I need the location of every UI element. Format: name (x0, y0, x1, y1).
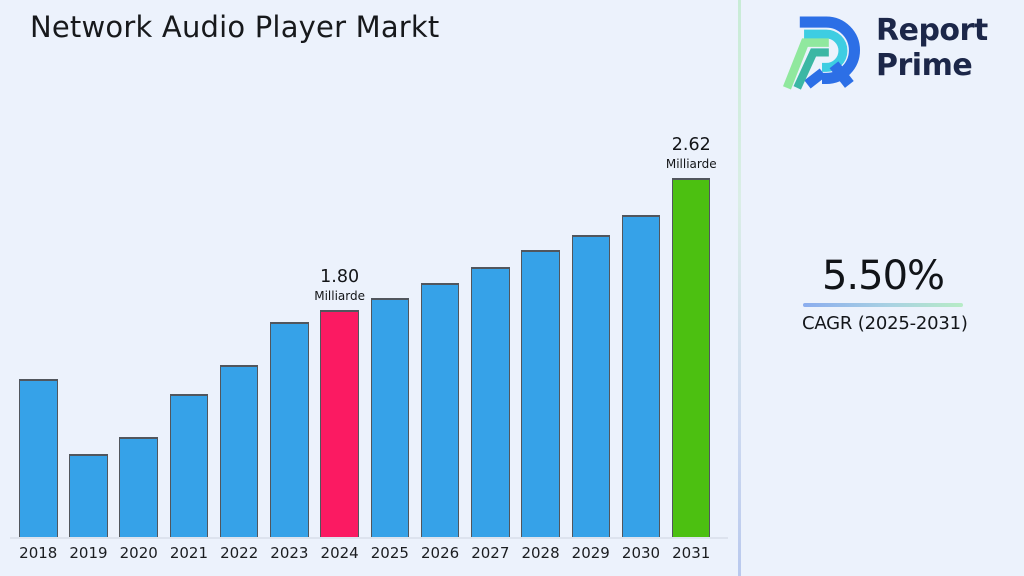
brand-logo: Report Prime (778, 11, 988, 93)
cagr-block: 5.50% CAGR (2025-2031) (802, 252, 968, 334)
x-tick-2027: 2027 (471, 544, 510, 562)
x-tick-2018: 2018 (19, 544, 58, 562)
cagr-label: CAGR (2025-2031) (802, 313, 968, 334)
chart-baseline (10, 536, 728, 539)
x-tick-2030: 2030 (621, 544, 661, 562)
x-tick-2022: 2022 (220, 544, 259, 562)
x-tick-2019: 2019 (69, 544, 108, 562)
x-tick-2021: 2021 (169, 544, 209, 562)
bar-2025 (370, 298, 410, 537)
bar-2021 (169, 394, 209, 537)
bar-2020 (119, 437, 158, 537)
x-tick-2025: 2025 (370, 544, 409, 562)
x-tick-2031: 2031 (672, 544, 711, 562)
page-title: Network Audio Player Markt (30, 10, 440, 44)
bar-2026 (420, 283, 460, 537)
x-tick-2023: 2023 (270, 544, 309, 562)
x-tick-2026: 2026 (420, 544, 460, 562)
bar-2022 (219, 365, 259, 537)
value-number-2031: 2.62 (671, 134, 711, 155)
value-label-2031: 2.62 Milliarde (666, 135, 717, 171)
report-prime-logo-icon (783, 16, 860, 90)
cagr-underline (803, 303, 963, 307)
bar-2030 (621, 215, 661, 537)
x-tick-2029: 2029 (571, 544, 610, 562)
value-number-2024: 1.80 (320, 266, 360, 287)
x-tick-2020: 2020 (119, 544, 158, 562)
brand-word-report: Report (876, 13, 988, 48)
value-unit-2031: Milliarde (665, 156, 717, 171)
bar-2031 (671, 178, 711, 537)
bar-2018 (19, 379, 58, 537)
brand-word-prime: Prime (876, 48, 973, 83)
bar-2029 (571, 235, 611, 537)
bar-chart: 2018 2019 2020 2021 2022 2023 2024 1.80 Milliard… (10, 135, 728, 562)
bar-2028 (521, 250, 560, 537)
value-label-2024: 1.80 Milliarde (314, 267, 365, 303)
bar-2019 (69, 454, 108, 537)
bar-2024 (320, 310, 359, 537)
x-tick-2028: 2028 (521, 544, 560, 562)
section-divider (738, 0, 741, 576)
cagr-value: 5.50% (821, 253, 945, 299)
x-tick-2024: 2024 (320, 544, 359, 562)
value-unit-2024: Milliarde (314, 288, 366, 303)
brand-wordmark: Report Prime (876, 13, 988, 83)
bar-2027 (471, 267, 510, 537)
bar-2023 (270, 322, 309, 537)
